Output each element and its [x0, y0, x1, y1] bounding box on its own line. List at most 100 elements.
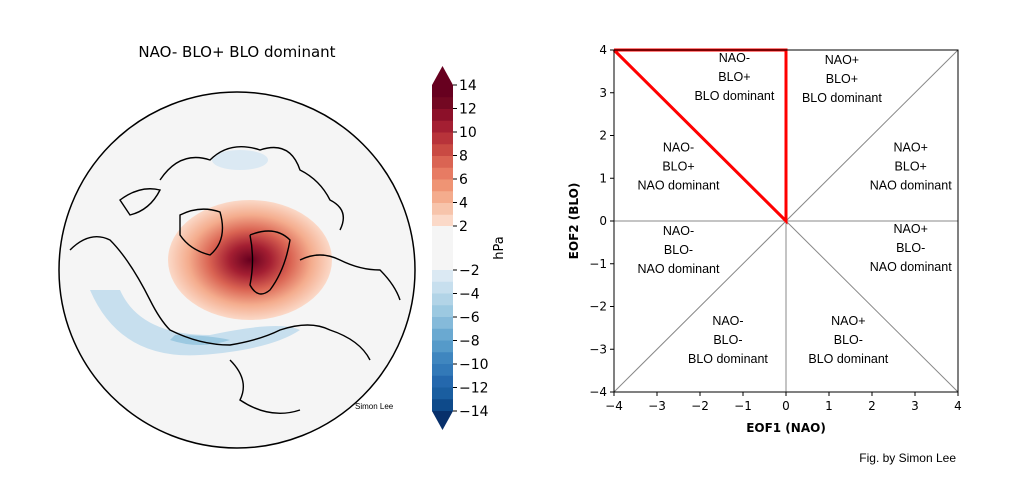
- x-tick-label: 3: [911, 399, 919, 413]
- region-label-line: BLO-: [896, 241, 925, 255]
- x-tick-label: −4: [605, 399, 623, 413]
- colorbar-segment: [432, 293, 453, 306]
- colorbar-label: hPa: [492, 236, 507, 259]
- negative-anomaly: [90, 290, 300, 356]
- colorbar-tick-label: 4: [459, 196, 468, 212]
- region-label: NAO+ BLO- NAO dominant: [870, 222, 953, 274]
- y-axis-label: EOF2 (BLO): [567, 183, 581, 260]
- region-label-line: BLO dominant: [688, 352, 768, 366]
- region-label-line: BLO-: [834, 333, 863, 347]
- region-label-line: BLO-: [664, 243, 693, 257]
- x-tick-label: 1: [825, 399, 833, 413]
- region-label: NAO+ BLO- BLO dominant: [808, 314, 888, 366]
- colorbar-segment: [432, 202, 453, 215]
- region-label-line: NAO+: [831, 314, 865, 328]
- x-tick-label: −1: [734, 399, 752, 413]
- region-label-line: NAO-: [663, 224, 694, 238]
- negative-anomaly: [212, 150, 268, 170]
- region-label-line: NAO-: [712, 314, 743, 328]
- colorbar-segment: [432, 399, 453, 412]
- region-label-line: BLO dominant: [808, 352, 888, 366]
- x-axis-label: EOF1 (NAO): [746, 421, 826, 435]
- colorbar-tick-label: 8: [459, 149, 468, 165]
- region-label-line: NAO dominant: [870, 260, 953, 274]
- colorbar-tick-label: 12: [459, 102, 477, 118]
- colorbar-tick-label: 14: [459, 78, 477, 94]
- negative-anomaly: [170, 335, 230, 345]
- region-label-line: BLO+: [718, 70, 750, 84]
- polar-map: Simon Lee: [58, 91, 416, 449]
- colorbar-segment: [432, 132, 453, 145]
- region-label-line: BLO-: [713, 333, 742, 347]
- region-label-line: NAO dominant: [870, 179, 953, 193]
- colorbar-segment: [432, 328, 453, 341]
- colorbar-extend-min: [432, 411, 453, 430]
- y-tick-label: 3: [599, 86, 607, 100]
- region-label: NAO- BLO+ NAO dominant: [638, 141, 721, 193]
- region-label: NAO+ BLO+ NAO dominant: [870, 141, 953, 193]
- colorbar-tick-label: 10: [459, 125, 477, 141]
- region-label-line: BLO dominant: [694, 89, 774, 103]
- colorbar-segment: [432, 143, 453, 156]
- colorbar-tick-label: −10: [459, 357, 489, 373]
- colorbar-segment: [432, 190, 453, 203]
- x-tick-label: 2: [868, 399, 876, 413]
- colorbar-segment: [432, 375, 453, 388]
- colorbar-segment: [432, 167, 453, 180]
- region-label: NAO+ BLO+ BLO dominant: [802, 53, 882, 105]
- map-title: NAO- BLO+ BLO dominant: [138, 43, 335, 61]
- colorbar-segment: [432, 317, 453, 330]
- region-label: NAO- BLO+ BLO dominant: [694, 51, 774, 103]
- colorbar-segment: [432, 179, 453, 192]
- region-label: NAO- BLO- NAO dominant: [638, 224, 721, 276]
- y-tick-label: 1: [599, 171, 607, 185]
- x-tick-label: 0: [782, 399, 790, 413]
- region-label-line: NAO+: [894, 141, 928, 155]
- region-label-line: NAO dominant: [638, 262, 721, 276]
- colorbar-segment: [432, 108, 453, 121]
- region-label-line: BLO dominant: [802, 91, 882, 105]
- colorbar-segment: [432, 85, 453, 98]
- colorbar-segment: [432, 96, 453, 109]
- colorbar-tick-label: −12: [459, 381, 489, 397]
- coastlines: [69, 146, 401, 415]
- y-tick-label: −4: [589, 385, 607, 399]
- region-label-line: BLO+: [826, 72, 858, 86]
- colorbar-segment: [432, 214, 453, 227]
- region-label-line: BLO+: [895, 160, 927, 174]
- y-tick-label: −1: [589, 257, 607, 271]
- y-tick-label: 4: [599, 43, 607, 57]
- colorbar-extend-max: [432, 66, 453, 85]
- colorbar-tick-label: −8: [459, 334, 480, 350]
- y-tick-label: −2: [589, 300, 607, 314]
- quadrant-chart: −4 −3 −2 −1 0 1 2 3 4 4 3 2 1 0 −1 −2 −3 −4 NAO- BLO+ BLO do…: [589, 43, 962, 413]
- colorbar-segment: [432, 120, 453, 133]
- figure-credit: Fig. by Simon Lee: [859, 451, 956, 465]
- colorbar-segment: [432, 387, 453, 400]
- colorbar-segment: [432, 352, 453, 365]
- x-tick-label: −2: [691, 399, 709, 413]
- x-tick-label: −3: [648, 399, 666, 413]
- region-label-line: NAO+: [825, 53, 859, 67]
- colorbar-tick-label: −6: [459, 310, 480, 326]
- y-tick-label: 0: [599, 214, 607, 228]
- colorbar-tick-label: −4: [459, 287, 480, 303]
- colorbar-tick-label: 6: [459, 172, 468, 188]
- colorbar-segment: [432, 305, 453, 318]
- positive-anomaly: [168, 200, 332, 320]
- colorbar: 14 12 10 8 6 4 2 −2 −4 −6 −8 −10 −12 −14: [432, 66, 489, 430]
- region-label: NAO- BLO- BLO dominant: [688, 314, 768, 366]
- region-label-line: NAO-: [719, 51, 750, 65]
- y-tick-label: 2: [599, 129, 607, 143]
- x-tick-label: 4: [954, 399, 962, 413]
- region-label-line: BLO+: [662, 160, 694, 174]
- region-label-line: NAO-: [663, 141, 694, 155]
- colorbar-tick-label: −2: [459, 263, 480, 279]
- y-tick-label: −3: [589, 342, 607, 356]
- region-label-line: NAO+: [894, 222, 928, 236]
- colorbar-segment: [432, 281, 453, 294]
- colorbar-segment: [432, 340, 453, 353]
- colorbar-segment: [432, 155, 453, 168]
- colorbar-tick-label: −14: [459, 404, 489, 420]
